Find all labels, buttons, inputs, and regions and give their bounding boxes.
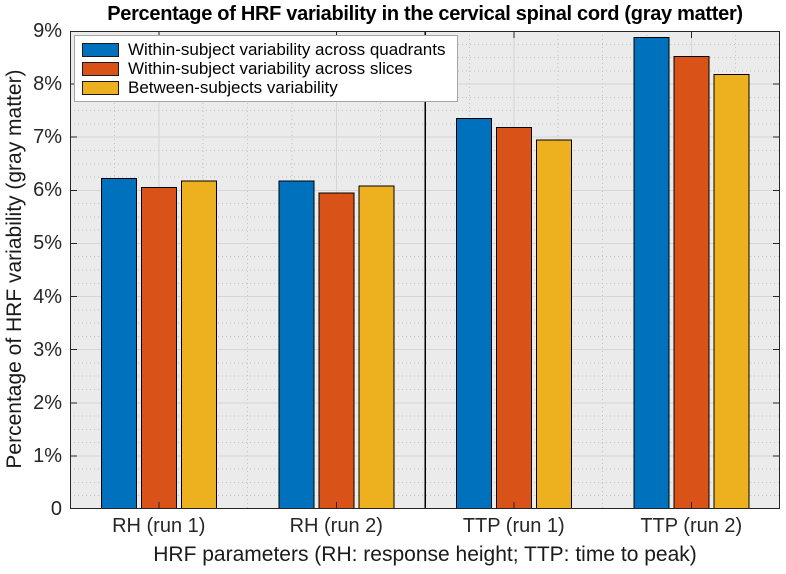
legend-swatch-icon (82, 80, 119, 95)
plot-area (70, 31, 780, 510)
bar-ttp-run-1--s2 (535, 139, 572, 510)
y-tick-label: 0 (50, 498, 62, 520)
y-tick-label: 2% (33, 391, 62, 414)
bar-rh-run-2--s2 (358, 185, 395, 510)
y-tick-label: 4% (33, 285, 62, 308)
legend-row: Within-subject variability across slices (82, 59, 445, 78)
legend-label: Between-subjects variability (128, 77, 338, 97)
bar-ttp-run-2--s0 (633, 36, 670, 510)
y-tick-label: 9% (33, 20, 62, 42)
bar-rh-run-1--s1 (140, 187, 177, 510)
legend: Within-subject variability across quadra… (74, 35, 459, 102)
bar-ttp-run-1--s0 (455, 118, 492, 510)
x-tick-label: RH (run 1) (112, 515, 206, 537)
bar-ttp-run-2--s2 (713, 74, 750, 510)
legend-label: Within-subject variability across quadra… (128, 39, 446, 59)
bar-rh-run-2--s1 (318, 192, 355, 510)
y-axis-label: Percentage of HRF variability (gray matt… (3, 69, 26, 469)
y-tick-label: 3% (33, 338, 62, 361)
x-tick-label: TTP (run 2) (640, 515, 743, 537)
x-tick-label: TTP (run 1) (462, 515, 565, 537)
bar-rh-run-2--s0 (278, 180, 315, 510)
y-tick-label: 8% (33, 73, 62, 96)
legend-label: Within-subject variability across slices (128, 58, 413, 78)
y-tick-label: 5% (33, 232, 62, 255)
y-tick-label: 6% (33, 179, 62, 202)
legend-row: Between-subjects variability (82, 78, 445, 97)
x-tick-label: RH (run 2) (289, 515, 383, 537)
bar-ttp-run-2--s1 (673, 55, 710, 510)
chart-title: Percentage of HRF variability in the cer… (107, 3, 743, 25)
y-tick-label: 1% (33, 444, 62, 467)
bar-ttp-run-1--s1 (495, 127, 532, 510)
bar-rh-run-1--s2 (180, 180, 217, 510)
bar-rh-run-1--s0 (100, 178, 137, 510)
y-tick-label: 7% (33, 126, 62, 149)
legend-swatch-icon (82, 61, 119, 76)
legend-swatch-icon (82, 42, 119, 57)
x-axis-label: HRF parameters (RH: response height; TTP… (153, 543, 697, 566)
plot-svg (70, 31, 780, 510)
legend-row: Within-subject variability across quadra… (82, 40, 445, 59)
